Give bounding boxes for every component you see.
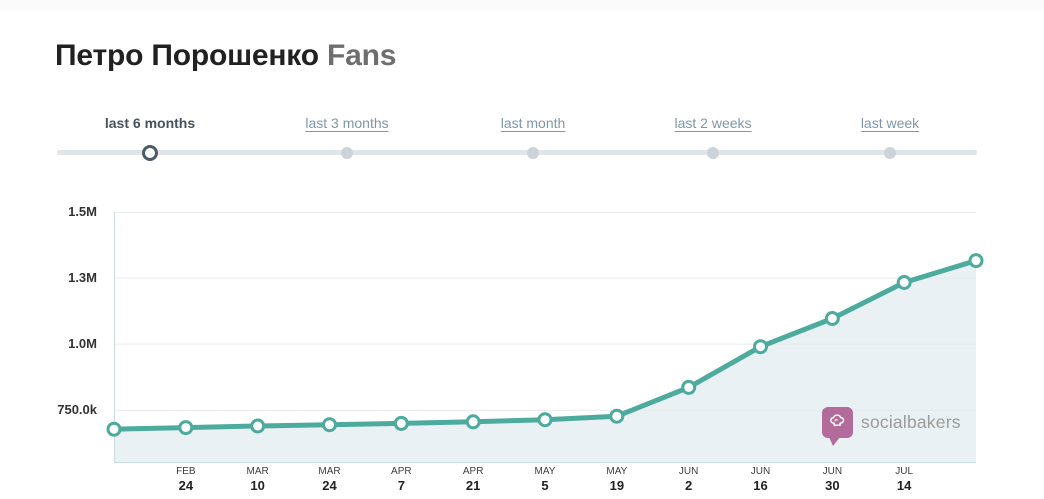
data-point-11 (896, 275, 912, 290)
y-tick-1.0M: 1.0M (68, 336, 97, 352)
fans-chart-plot (106, 212, 984, 463)
y-tick-1.5M: 1.5M (68, 204, 97, 219)
data-point-0 (106, 421, 122, 437)
data-point-2 (250, 418, 266, 434)
range-slider-dot-last-month[interactable] (527, 147, 539, 159)
x-tick-JUL-14: JUL 14 (895, 466, 914, 493)
range-option-last-3-months[interactable]: last 3 months (305, 115, 389, 131)
range-option-last-2-weeks[interactable]: last 2 weeks (674, 115, 752, 131)
data-point-6 (537, 412, 553, 428)
x-tick-APR-7: APR 7 (391, 466, 412, 493)
page-title-metric-label: Fans (326, 39, 397, 72)
data-point-9 (753, 339, 768, 355)
x-tick-JUN-16: JUN 16 (750, 466, 771, 493)
x-tick-JUN-2: JUN 2 (678, 466, 699, 493)
range-slider-dot-last-3-months[interactable] (341, 147, 353, 159)
fans-line-chart (106, 212, 984, 463)
chef-hat-icon (830, 414, 845, 427)
range-option-last-6-months[interactable]: last 6 months (104, 115, 196, 131)
data-point-8 (681, 379, 697, 395)
range-slider-track[interactable] (57, 150, 977, 155)
speech-bubble-tail (829, 437, 840, 446)
y-tick-750.0k: 750.0k (57, 402, 97, 418)
data-point-4 (393, 415, 409, 431)
x-tick-MAR-24: MAR 24 (318, 466, 341, 493)
range-slider-dot-last-week[interactable] (884, 147, 896, 159)
range-option-last-week[interactable]: last week (860, 115, 920, 131)
range-slider-dot-last-2-weeks[interactable] (707, 147, 719, 159)
x-tick-JUN-30: JUN 30 (822, 466, 843, 493)
data-point-1 (178, 420, 194, 436)
data-point-12 (968, 253, 984, 269)
socialbakers-watermark: socialbakers (822, 407, 961, 446)
fans-area-fill (114, 260, 976, 463)
x-tick-MAR-10: MAR 10 (246, 466, 269, 493)
x-tick-APR-21: APR 21 (462, 466, 484, 493)
x-tick-FEB-24: FEB 24 (176, 466, 196, 493)
x-tick-MAY-5: MAY 5 (534, 466, 556, 493)
top-strip (0, 0, 1044, 10)
socialbakers-brand-text: socialbakers (861, 412, 961, 432)
y-tick-1.3M: 1.3M (68, 270, 97, 286)
range-slider-dot-last-6-months[interactable] (142, 145, 158, 161)
range-option-last-month[interactable]: last month (500, 115, 566, 131)
x-tick-MAY-19: MAY 19 (606, 466, 628, 493)
data-point-10 (824, 311, 840, 326)
socialbakers-logo-icon (822, 407, 853, 446)
page-title: Петро Порошенко Fans (55, 38, 396, 74)
data-point-3 (322, 417, 337, 433)
data-point-5 (465, 414, 481, 430)
data-point-7 (609, 408, 625, 424)
page-title-metric: Fans (319, 39, 396, 72)
page-title-name: Петро Порошенко (55, 39, 319, 72)
